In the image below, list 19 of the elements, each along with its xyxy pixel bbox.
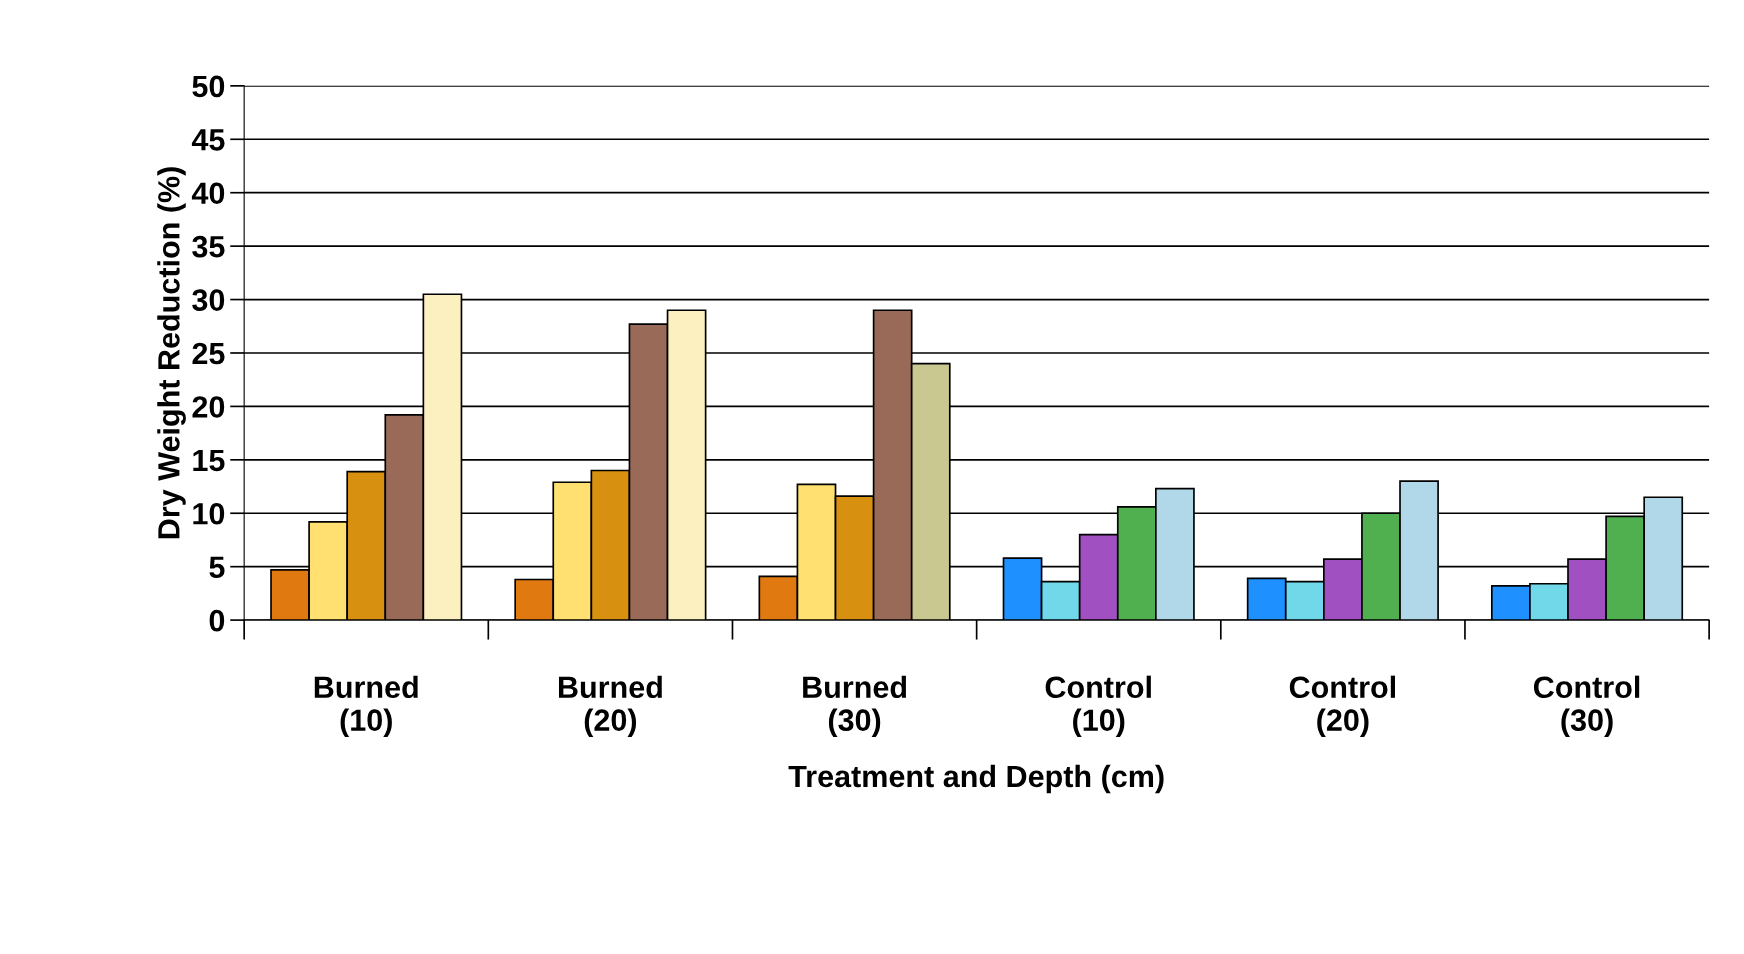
y-tick-label: 30 (192, 289, 225, 311)
x-tick-label: Burned (30) (803, 675, 907, 738)
x-tick-label: Burned (10) (314, 675, 418, 738)
y-axis-title: Dry Weight Reduction (%) (157, 167, 186, 539)
x-tick-label: Control (30) (1533, 675, 1640, 738)
y-tick-label: 40 (191, 182, 225, 205)
y-tick-label: 20 (192, 396, 225, 418)
x-tick-label: Control (10) (1045, 675, 1151, 738)
y-tick-label: 5 (209, 556, 225, 579)
x-axis-title: Treatment and Depth (cm) (788, 764, 1164, 794)
y-tick-label: 15 (193, 449, 225, 472)
x-tick-label: Burned (20) (558, 675, 662, 738)
y-tick-label: 45 (191, 129, 225, 151)
y-tick-label: 10 (193, 502, 225, 525)
y-tick-label: 50 (192, 75, 225, 98)
y-tick-label: 25 (192, 342, 225, 365)
y-tick-label: 35 (192, 235, 225, 258)
x-tick-label: Control (20) (1289, 675, 1396, 738)
y-tick-label: 0 (209, 609, 225, 632)
